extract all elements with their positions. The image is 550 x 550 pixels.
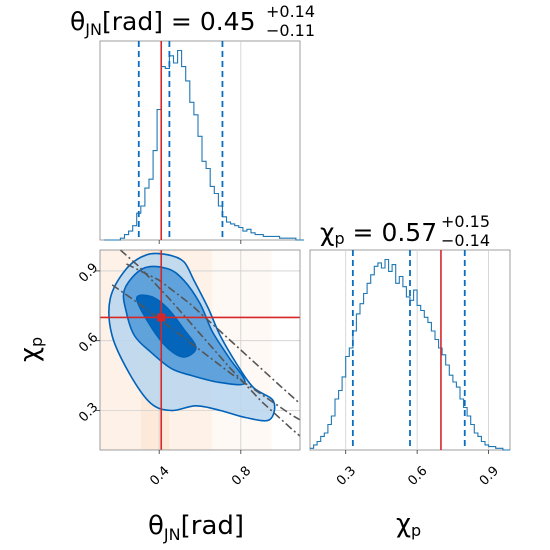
joint-frame <box>99 249 301 451</box>
x-axis-label-chi: χp <box>396 509 421 540</box>
chi-hist-step <box>310 258 510 451</box>
theta-title-symbol: θ <box>70 7 85 36</box>
theta-histogram-panel <box>99 40 301 241</box>
joint-xtick-label-1: 0.8 <box>229 464 254 489</box>
chi-title: χp = 0.57 <box>320 218 437 248</box>
y-axis-label-chi: χp <box>15 337 46 362</box>
x-axis-label-theta: θJN[rad] <box>148 511 244 544</box>
joint-ytick-label-0: 0.3 <box>76 400 101 425</box>
theta-hist-step <box>104 49 305 241</box>
theta-title-lower: −0.11 <box>266 21 315 40</box>
joint-marks <box>99 249 301 451</box>
chi-title-symbol: χ <box>320 218 334 247</box>
theta-title-upper: +0.14 <box>266 2 315 21</box>
theta-title-value: 0.45 <box>200 7 256 36</box>
chi-hist-marks <box>310 250 510 451</box>
theta-hist-marks <box>104 41 305 241</box>
plot-marks: 0.3 0.6 0.9 0.4 0.8 0.3 0.6 0.9 <box>76 41 510 489</box>
contour-39pct <box>135 294 197 358</box>
theta-title-subscript: JN <box>84 20 102 39</box>
joint-xtick-label-0: 0.4 <box>147 464 172 489</box>
chi-title-upper: +0.15 <box>441 212 490 231</box>
joint-ytick-label-2: 0.9 <box>76 261 101 286</box>
chi-hist-tick-label-1: 0.6 <box>405 464 430 489</box>
theta-histogram-frame <box>99 40 301 241</box>
chi-hist-tick-label-2: 0.9 <box>477 464 502 489</box>
reference-curve-0 <box>111 284 301 421</box>
chi-title-lower: −0.14 <box>441 231 490 250</box>
chi-title-value: 0.57 <box>381 218 437 247</box>
reference-curve-2 <box>119 249 301 437</box>
joint-injection-marker <box>157 313 166 322</box>
joint-ytick-label-1: 0.6 <box>76 330 101 355</box>
chi-hist-tick-label-0: 0.3 <box>334 464 359 489</box>
reference-curve-1 <box>126 263 301 405</box>
theta-title: θJN[rad] = 0.45 <box>70 7 255 39</box>
chi-title-subscript: p <box>334 229 344 248</box>
theta-title-unit: [rad] <box>102 7 163 36</box>
